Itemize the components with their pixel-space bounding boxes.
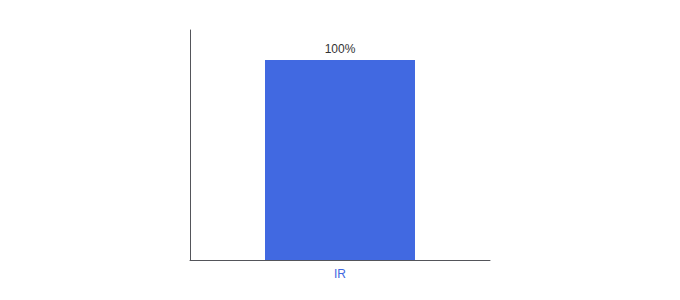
svg-text:100%: 100% bbox=[325, 42, 356, 56]
svg-text:IR: IR bbox=[334, 267, 346, 281]
